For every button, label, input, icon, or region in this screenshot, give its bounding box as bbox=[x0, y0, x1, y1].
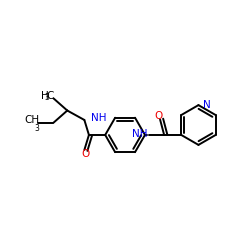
Text: C: C bbox=[46, 91, 53, 101]
Text: 3: 3 bbox=[44, 94, 49, 102]
Text: 3: 3 bbox=[35, 124, 40, 133]
Text: NH: NH bbox=[132, 130, 148, 140]
Text: O: O bbox=[155, 111, 163, 121]
Text: H: H bbox=[41, 91, 49, 101]
Text: N: N bbox=[202, 100, 210, 110]
Text: CH: CH bbox=[24, 116, 40, 126]
Text: NH: NH bbox=[91, 113, 107, 123]
Text: O: O bbox=[82, 148, 90, 158]
